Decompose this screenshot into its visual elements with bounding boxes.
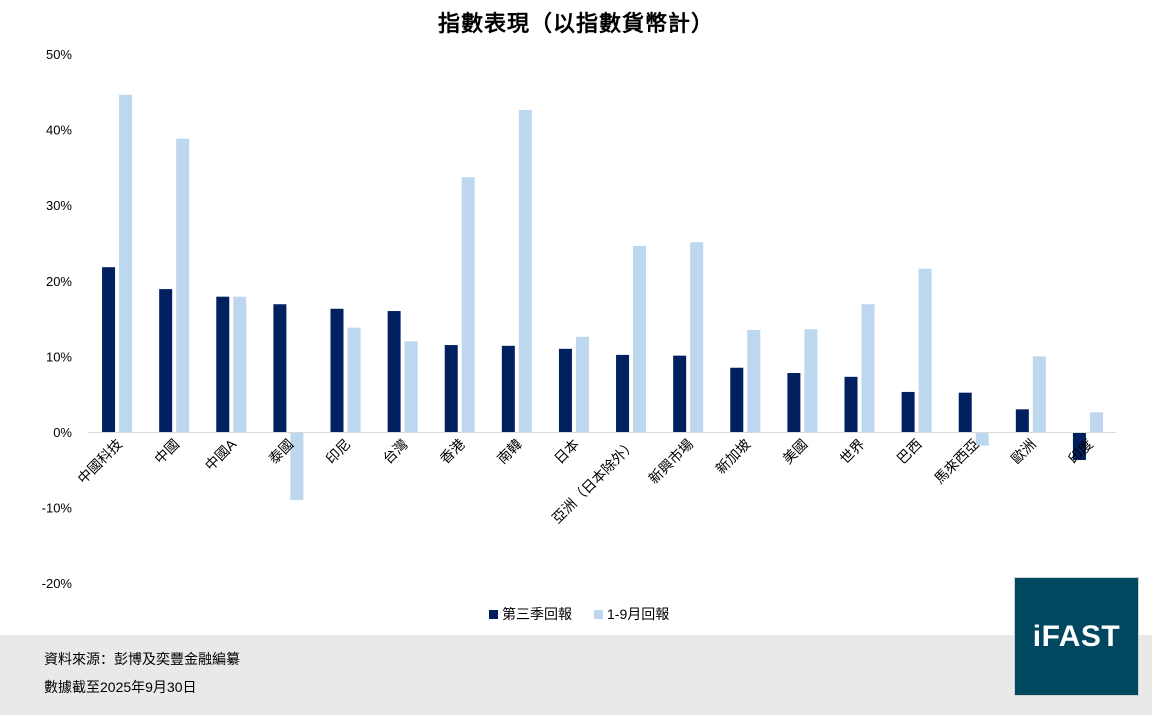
x-tick-label: 南韓 — [494, 436, 525, 467]
y-tick-label: 10% — [46, 349, 72, 364]
x-tick-label: 美國 — [779, 436, 810, 467]
bar-group — [159, 138, 190, 432]
bar-chart: 50% 40% 30% 20% 10% 0% -10% -20% 中國科技 中國 中國A 泰國 印尼台… — [42, 47, 1116, 591]
bar-q3 — [102, 267, 116, 432]
bar-ytd — [690, 242, 704, 432]
bar-q3 — [730, 367, 744, 432]
bar-q3 — [558, 348, 572, 432]
bar-q3 — [1072, 432, 1086, 460]
bar-group — [102, 94, 133, 432]
y-tick-label: 50% — [46, 47, 72, 62]
legend: 第三季回報 1-9月回報 — [489, 604, 669, 624]
bar-q3 — [216, 296, 230, 432]
chart-title: 指數表現（以指數貨幣計） — [437, 11, 714, 36]
bars — [102, 94, 1103, 501]
legend-item-q3: 第三季回報 — [489, 604, 572, 624]
bar-group — [501, 109, 532, 432]
bar-q3 — [501, 345, 515, 432]
bar-q3 — [159, 289, 173, 432]
bar-ytd — [404, 341, 418, 432]
bar-group — [444, 177, 475, 432]
bar-ytd — [861, 304, 875, 432]
bar-q3 — [616, 354, 630, 432]
y-tick-label: 20% — [46, 274, 72, 289]
bar-ytd — [633, 246, 647, 432]
x-tick-label: 新加坡 — [712, 436, 753, 477]
bar-group — [1072, 412, 1103, 460]
bar-ytd — [1089, 412, 1103, 432]
y-axis: 50% 40% 30% 20% 10% 0% -10% -20% — [42, 47, 73, 591]
bar-group — [387, 311, 418, 432]
bar-ytd — [975, 432, 989, 446]
legend-label-q3: 第三季回報 — [502, 606, 572, 622]
x-tick-label: 中國 — [151, 436, 182, 467]
bar-ytd — [1032, 356, 1046, 432]
x-tick-label: 印度 — [1065, 436, 1096, 467]
y-tick-label: -10% — [42, 501, 73, 516]
bar-group — [787, 329, 818, 432]
x-tick-label: 中國A — [202, 435, 240, 473]
bar-group — [730, 329, 761, 432]
bar-group — [273, 304, 304, 501]
bar-group — [901, 268, 932, 432]
bar-q3 — [787, 373, 801, 432]
x-tick-label: 巴西 — [894, 436, 925, 467]
bar-group — [958, 392, 989, 446]
x-tick-label: 香港 — [437, 436, 468, 467]
bar-ytd — [119, 94, 133, 432]
y-tick-label: 40% — [46, 123, 72, 138]
bar-ytd — [176, 138, 190, 432]
legend-swatch-q3 — [489, 609, 498, 619]
x-tick-label: 台灣 — [380, 436, 411, 467]
bar-ytd — [461, 177, 475, 432]
y-tick-label: 0% — [53, 425, 72, 440]
bar-ytd — [233, 296, 247, 432]
bar-q3 — [1015, 409, 1029, 432]
bar-group — [616, 246, 647, 432]
source-note: 資料來源：彭博及奕豐金融編纂 — [44, 651, 240, 667]
legend-label-ytd: 1-9月回報 — [607, 606, 670, 622]
legend-swatch-ytd — [594, 609, 603, 619]
bar-ytd — [290, 432, 304, 501]
y-tick-label: -20% — [42, 576, 73, 591]
bar-group — [330, 308, 361, 432]
date-note: 數據截至2025年9月30日 — [44, 679, 197, 695]
bar-q3 — [273, 304, 287, 432]
bar-ytd — [804, 329, 818, 432]
bar-group — [1015, 356, 1046, 432]
footer: 資料來源：彭博及奕豐金融編纂 數據截至2025年9月30日 — [0, 635, 1152, 715]
x-tick-label: 印尼 — [323, 436, 354, 467]
bar-q3 — [958, 392, 972, 432]
logo-text: iFAST — [1032, 619, 1121, 653]
x-tick-label: 歐洲 — [1008, 436, 1039, 467]
bar-q3 — [444, 345, 458, 432]
ifast-logo: iFAST — [1014, 577, 1139, 696]
y-tick-label: 30% — [46, 198, 72, 213]
bar-q3 — [387, 311, 401, 432]
x-tick-label: 馬來西亞 — [931, 436, 982, 487]
bar-q3 — [844, 376, 858, 432]
bar-group — [216, 296, 247, 432]
bar-ytd — [347, 327, 361, 432]
bar-group — [844, 304, 875, 432]
bar-q3 — [901, 391, 915, 432]
bar-ytd — [518, 109, 532, 432]
x-tick-label: 新興市場 — [645, 436, 696, 487]
bar-ytd — [575, 336, 589, 432]
x-tick-label: 中國科技 — [74, 436, 125, 487]
bar-q3 — [330, 308, 344, 432]
bar-ytd — [747, 329, 761, 432]
x-tick-label: 世界 — [837, 436, 868, 467]
x-tick-label: 日本 — [551, 436, 582, 467]
bar-q3 — [673, 355, 687, 432]
bar-group — [558, 336, 589, 432]
bar-ytd — [918, 268, 932, 432]
bar-group — [673, 242, 704, 432]
legend-item-ytd: 1-9月回報 — [594, 604, 669, 624]
